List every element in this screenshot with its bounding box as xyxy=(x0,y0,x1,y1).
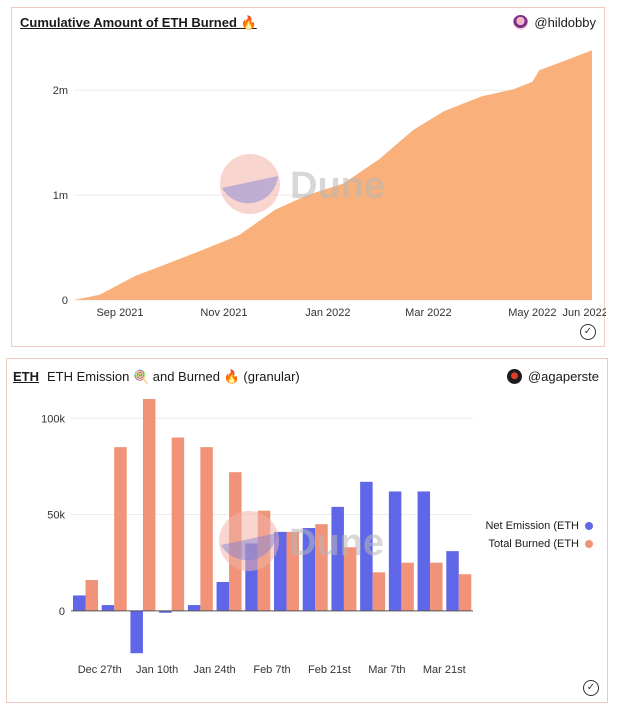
area-series xyxy=(74,50,592,300)
watermark-text: Dune xyxy=(290,165,385,207)
bar xyxy=(286,531,299,611)
x-tick-label: Nov 2021 xyxy=(200,307,247,319)
x-tick-label: Jun 2022 xyxy=(563,307,606,319)
bar xyxy=(159,610,172,613)
author-badge[interactable]: @agaperste xyxy=(506,369,599,384)
bar xyxy=(458,574,472,611)
bar xyxy=(142,399,156,611)
watermark-icon xyxy=(220,154,280,214)
bar xyxy=(302,528,316,611)
y-tick-label: 0 xyxy=(62,295,68,307)
area-chart: 0 1m 2m Sep 2021 Nov 2021 Jan 2022 Mar 2022 May… xyxy=(53,50,606,319)
x-tick-label: Mar 7th xyxy=(368,664,405,676)
bar xyxy=(187,605,201,611)
watermark-text: Dune xyxy=(289,522,384,564)
bar xyxy=(343,547,357,611)
bar xyxy=(73,595,86,611)
watermark-icon xyxy=(219,511,279,571)
chart-title-link[interactable]: ETH xyxy=(13,369,39,384)
legend-label: Total Burned (ETH xyxy=(488,538,579,550)
legend-label: Net Emission (ETH xyxy=(485,520,579,532)
legend: Net Emission (ETH Total Burned (ETH xyxy=(485,517,593,553)
bar xyxy=(388,491,402,611)
author-name: @agaperste xyxy=(527,369,599,384)
legend-item-net-emission[interactable]: Net Emission (ETH xyxy=(485,517,593,535)
chart-panel-emission-burned: ETH ETH Emission 🍭 and Burned 🔥 (granula… xyxy=(6,358,608,703)
y-tick-label: 0 xyxy=(59,606,65,618)
bar xyxy=(417,491,431,611)
x-tick-label: Jan 10th xyxy=(136,664,178,676)
bar xyxy=(101,605,115,611)
x-tick-label: Mar 2022 xyxy=(405,307,451,319)
avatar-icon xyxy=(506,369,522,384)
bar xyxy=(85,580,98,611)
x-tick-label: Sep 2021 xyxy=(96,307,143,319)
bar xyxy=(360,481,373,611)
avatar-icon xyxy=(513,15,529,30)
bar xyxy=(331,506,344,611)
bar xyxy=(114,447,127,611)
x-tick-label: May 2022 xyxy=(508,307,556,319)
bar xyxy=(274,531,287,611)
x-tick-label: Mar 21st xyxy=(423,664,466,676)
x-tick-label: Jan 2022 xyxy=(305,307,350,319)
bar xyxy=(216,581,230,611)
legend-dot-icon xyxy=(585,540,593,548)
bar xyxy=(130,610,143,654)
author-name: @hildobby xyxy=(534,15,596,30)
bar xyxy=(171,437,185,611)
legend-item-total-burned[interactable]: Total Burned (ETH xyxy=(485,535,593,553)
bar xyxy=(200,447,213,611)
watermark-icon xyxy=(221,533,277,561)
check-icon: ✓ xyxy=(583,680,599,696)
bar xyxy=(372,572,386,611)
author-badge[interactable]: @hildobby xyxy=(513,15,596,30)
y-tick-label: 100k xyxy=(41,413,65,425)
y-tick-label: 1m xyxy=(53,190,68,202)
chart-panel-eth-burned: Cumulative Amount of ETH Burned 🔥 @hildo… xyxy=(11,7,606,347)
bar-chart: 0 50k 100k Dec 27th Jan 10th Jan 24th Feb 7th F… xyxy=(41,399,473,676)
bar xyxy=(430,562,443,611)
y-tick-label: 2m xyxy=(53,85,68,97)
chart-title: ETH Emission 🍭 and Burned 🔥 (granular) xyxy=(47,369,300,384)
check-icon: ✓ xyxy=(580,324,596,340)
chart-title[interactable]: Cumulative Amount of ETH Burned 🔥 xyxy=(20,15,257,30)
bar xyxy=(446,551,459,611)
x-tick-label: Dec 27th xyxy=(78,664,122,676)
y-tick-label: 50k xyxy=(47,510,65,522)
bar xyxy=(401,562,414,611)
x-tick-label: Feb 7th xyxy=(253,664,290,676)
watermark-icon xyxy=(222,176,278,204)
x-tick-label: Jan 24th xyxy=(193,664,235,676)
bar xyxy=(315,524,328,611)
legend-dot-icon xyxy=(585,522,593,530)
x-tick-label: Feb 21st xyxy=(308,664,351,676)
